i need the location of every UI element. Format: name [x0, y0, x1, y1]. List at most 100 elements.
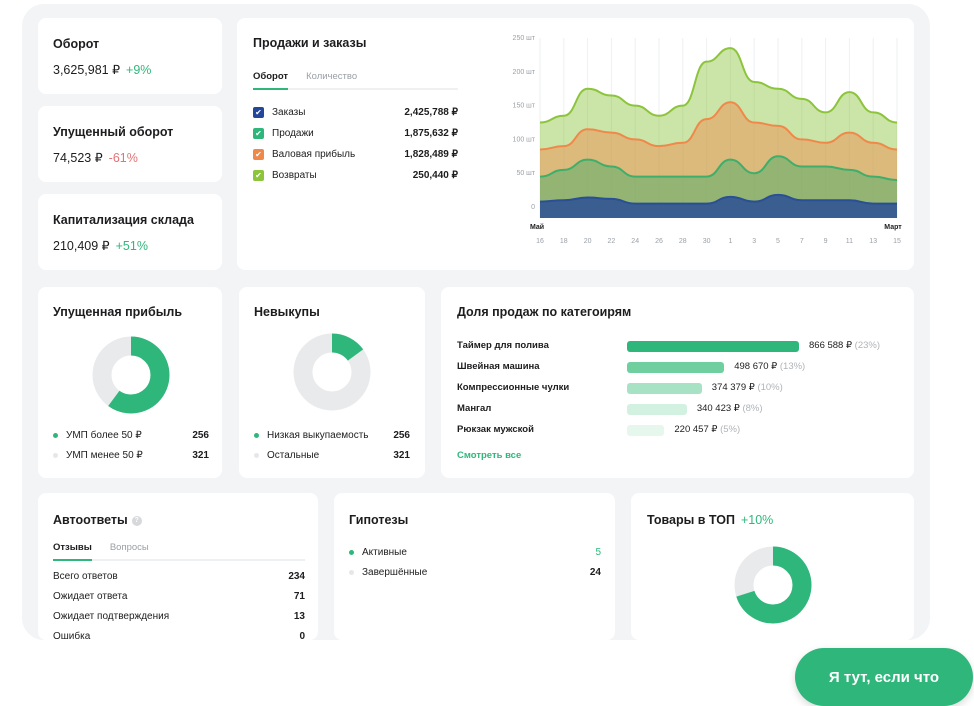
tab-questions[interactable]: Вопросы	[109, 542, 149, 553]
stat-row: Ошибка 0	[53, 631, 305, 640]
legend-gross-profit[interactable]: ✔ Валовая прибыль 1,828,489 ₽	[253, 149, 458, 160]
kpi-value: 74,523 ₽	[53, 151, 103, 165]
category-share-card: Доля продаж по категоирям Таймер для пол…	[441, 287, 914, 478]
category-value: 374 379 ₽ (10%)	[711, 382, 783, 393]
stat-row: Всего ответов 234	[53, 571, 305, 582]
x-tick-label: 1	[728, 238, 732, 245]
legend-row: УМП более 50 ₽256	[53, 430, 209, 441]
category-bar	[627, 341, 799, 352]
checkbox-icon[interactable]: ✔	[253, 128, 264, 139]
kpi-delta: +9%	[126, 63, 152, 77]
category-name: Таймер для полива	[457, 340, 549, 351]
category-value: 498 670 ₽ (13%)	[734, 361, 806, 372]
kpi-turnover: Оборот 3,625,981 ₽ +9%	[38, 18, 222, 94]
x-tick-label: 20	[584, 238, 592, 245]
chat-support-button[interactable]: Я тут, если что	[795, 648, 973, 706]
tab-reviews[interactable]: Отзывы	[53, 542, 92, 561]
delta: +10%	[740, 513, 774, 527]
series-line	[539, 155, 898, 181]
top-products-card: Товары в ТОП +10%	[631, 493, 914, 640]
category-name: Мангал	[457, 403, 492, 414]
x-tick-label: 18	[560, 238, 568, 245]
x-tick-label: 5	[776, 238, 780, 245]
legend-returns[interactable]: ✔ Возвраты 250,440 ₽	[253, 170, 458, 181]
kpi-title: Оборот	[53, 37, 100, 51]
card-title: Продажи и заказы	[253, 36, 367, 50]
legend-row: Завершённые 24	[349, 567, 601, 578]
kpi-value: 3,625,981 ₽	[53, 63, 121, 77]
x-tick-label: 28	[679, 238, 687, 245]
y-tick-label: 250 шт	[513, 35, 536, 42]
x-tick-label: 3	[752, 238, 756, 245]
legend-row: Остальные 321	[254, 450, 410, 461]
see-all-link[interactable]: Смотреть все	[457, 450, 522, 461]
donut-chart	[293, 333, 371, 411]
legend-row: Низкая выкупаемость 256	[254, 430, 410, 441]
card-title: Товары в ТОП	[647, 513, 735, 527]
lost-profit-card: Упущенная прибыль УМП более 50 ₽256 УМП …	[38, 287, 222, 478]
x-tick-label: 16	[536, 238, 544, 245]
x-tick-label: 13	[869, 238, 877, 245]
card-title: Гипотезы	[349, 513, 409, 527]
legend-row: Активные 5	[349, 547, 601, 558]
card-title: Автоответы	[53, 513, 128, 527]
help-icon[interactable]: ?	[131, 515, 142, 526]
series-line	[539, 193, 897, 205]
month-label: Май	[530, 223, 544, 231]
x-tick-label: 26	[655, 238, 663, 245]
category-name: Компрессионные чулки	[457, 382, 570, 393]
kpi-title: Упущенный оборот	[53, 125, 174, 139]
card-title: Доля продаж по категоирям	[457, 305, 632, 319]
kpi-value: 210,409 ₽	[53, 239, 110, 253]
donut-share	[293, 333, 371, 411]
category-name: Швейная машина	[457, 361, 540, 372]
category-bar	[627, 425, 665, 436]
kpi-delta: +51%	[115, 239, 148, 253]
sales-orders-card: Продажи и заказы Оборот Количество ✔ Зака…	[237, 18, 914, 270]
donut-chart	[92, 336, 170, 414]
x-tick-label: 7	[800, 238, 804, 245]
y-tick-label: 150 шт	[513, 103, 536, 110]
legend-orders[interactable]: ✔ Заказы 2,425,788 ₽	[253, 107, 458, 118]
category-bar	[627, 362, 725, 373]
category-value: 866 588 ₽ (23%)	[809, 340, 881, 351]
x-tick-label: 15	[893, 238, 901, 245]
x-tick-label: 22	[608, 238, 616, 245]
hypotheses-card: Гипотезы Активные 5 Завершённые 24	[334, 493, 615, 640]
category-value: 220 457 ₽ (5%)	[674, 424, 741, 435]
donut-chart	[734, 546, 812, 624]
area-series	[540, 102, 897, 218]
card-title: Упущенная прибыль	[53, 305, 183, 319]
month-label: Март	[884, 224, 902, 231]
legend-row: УМП менее 50 ₽321	[53, 450, 209, 461]
legend-sales[interactable]: ✔ Продажи 1,875,632 ₽	[253, 128, 458, 139]
stat-row: Ожидает ответа 71	[53, 591, 305, 602]
tab-turnover[interactable]: Оборот	[253, 71, 289, 90]
category-bar	[627, 404, 687, 415]
checkbox-icon[interactable]: ✔	[253, 149, 264, 160]
checkbox-icon[interactable]: ✔	[253, 107, 264, 118]
y-tick-label: 0	[531, 204, 535, 211]
kpi-stock-capitalization: Капитализация склада 210,409 ₽ +51%	[38, 194, 222, 270]
autoreplies-card: Автоответы? Отзывы Вопросы Всего ответов…	[38, 493, 318, 640]
donut-share	[92, 336, 170, 414]
stat-row: Ожидает подтверждения 13	[53, 611, 305, 622]
category-name: Рюкзак мужской	[457, 424, 534, 435]
checkbox-icon[interactable]: ✔	[253, 170, 264, 181]
x-tick-label: 9	[824, 238, 828, 245]
y-tick-label: 100 шт	[513, 136, 536, 143]
donut-share	[734, 546, 812, 624]
x-tick-label: 24	[631, 238, 639, 245]
x-tick-label: 30	[703, 238, 711, 245]
tab-quantity[interactable]: Количество	[306, 71, 358, 82]
series-line	[539, 47, 898, 124]
kpi-lost-turnover: Упущенный оборот 74,523 ₽ -61%	[38, 106, 222, 182]
y-tick-label: 50 шт	[516, 170, 535, 177]
kpi-title: Капитализация склада	[53, 213, 194, 227]
x-tick-label: 11	[846, 238, 853, 245]
y-tick-label: 200 шт	[513, 69, 536, 76]
series-line	[539, 101, 898, 151]
returns-card: Невыкупы Низкая выкупаемость 256 Остальны…	[239, 287, 425, 478]
category-value: 340 423 ₽ (8%)	[696, 403, 763, 414]
sales-area-chart: 0 50 шт 100 шт 150 шт 200 шт 250 шт 16 18 20 22 24…	[513, 35, 903, 245]
